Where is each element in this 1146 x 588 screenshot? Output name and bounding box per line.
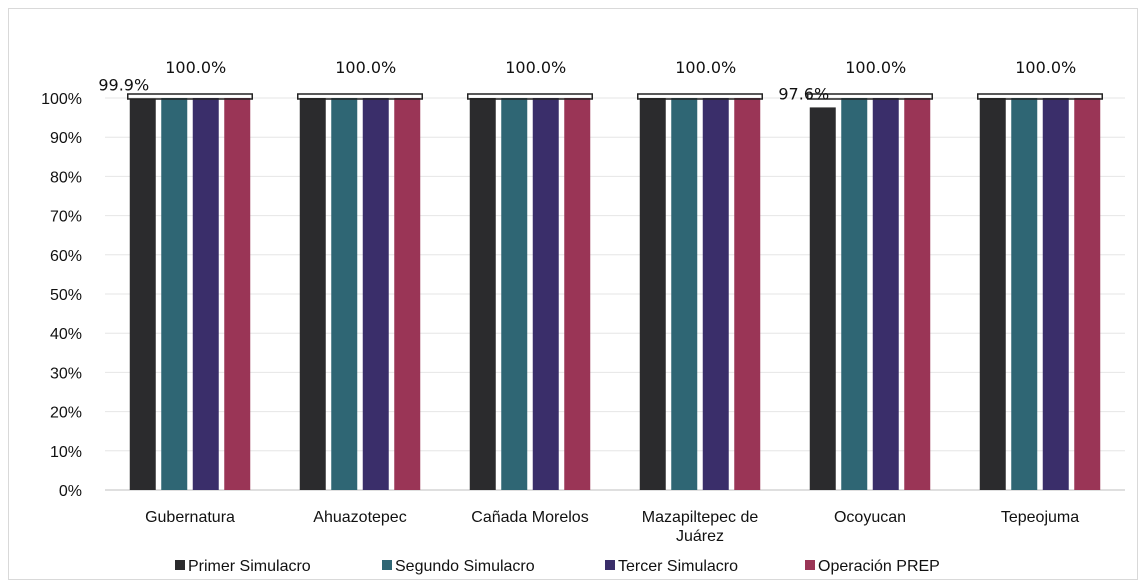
- group-top-bracket: [637, 93, 763, 100]
- data-label: 100.0%: [1015, 58, 1076, 77]
- x-tick-label-line: Juárez: [676, 528, 724, 545]
- bar: [1074, 98, 1101, 490]
- group-top-bracket: [297, 93, 423, 100]
- bar: [129, 98, 156, 490]
- data-label: 97.6%: [778, 84, 829, 103]
- bar: [809, 107, 836, 491]
- group-top-bracket: [977, 93, 1103, 100]
- bar: [532, 98, 559, 490]
- data-label: 100.0%: [165, 58, 226, 77]
- legend-label: Operación PREP: [818, 558, 940, 575]
- bar: [564, 98, 591, 490]
- data-label: 100.0%: [675, 58, 736, 77]
- x-tick-label-line: Mazapiltepec de: [642, 509, 759, 526]
- bar: [161, 98, 188, 490]
- bar: [331, 98, 358, 490]
- bar: [904, 98, 931, 490]
- group-top-bracket: [127, 93, 253, 100]
- bar: [1042, 98, 1069, 490]
- x-tick-label: Ahuazotepec: [313, 509, 406, 526]
- legend-label: Primer Simulacro: [188, 558, 311, 575]
- x-tick-label-line: Ahuazotepec: [313, 509, 406, 526]
- x-tick-label: Tepeojuma: [1001, 509, 1079, 526]
- legend-swatch: [382, 560, 392, 570]
- x-tick-label: Cañada Morelos: [471, 509, 588, 526]
- bar: [224, 98, 251, 490]
- bar: [1011, 98, 1038, 490]
- bar: [299, 98, 326, 490]
- group-top-bracket: [807, 93, 933, 100]
- bar: [362, 98, 389, 490]
- x-tick-label: Ocoyucan: [834, 509, 906, 526]
- x-tick-label-line: Tepeojuma: [1001, 509, 1079, 526]
- bar: [841, 98, 868, 490]
- data-label: 99.9%: [98, 75, 149, 94]
- y-tick-label: 0%: [59, 483, 82, 500]
- bar: [979, 98, 1006, 490]
- x-tick-label: Gubernatura: [145, 509, 235, 526]
- bar: [469, 98, 496, 490]
- bar: [639, 98, 666, 490]
- y-tick-label: 40%: [50, 326, 82, 343]
- bar: [192, 98, 219, 490]
- y-tick-label: 90%: [50, 130, 82, 147]
- x-tick-label-line: Ocoyucan: [834, 509, 906, 526]
- y-tick-label: 80%: [50, 169, 82, 186]
- bar: [872, 98, 899, 490]
- y-tick-label: 70%: [50, 209, 82, 226]
- y-tick-label: 30%: [50, 365, 82, 382]
- legend-label: Segundo Simulacro: [395, 558, 535, 575]
- y-tick-label: 100%: [41, 91, 82, 108]
- y-tick-label: 10%: [50, 444, 82, 461]
- group-top-bracket: [467, 93, 593, 100]
- bar: [394, 98, 421, 490]
- legend-label: Tercer Simulacro: [618, 558, 738, 575]
- bar: [501, 98, 528, 490]
- bar: [734, 98, 761, 490]
- bar: [702, 98, 729, 490]
- y-tick-label: 50%: [50, 287, 82, 304]
- legend-swatch: [605, 560, 615, 570]
- data-label: 100.0%: [505, 58, 566, 77]
- bar: [671, 98, 698, 490]
- x-tick-label-line: Gubernatura: [145, 509, 235, 526]
- y-tick-label: 60%: [50, 248, 82, 265]
- legend-swatch: [805, 560, 815, 570]
- legend-swatch: [175, 560, 185, 570]
- data-label: 100.0%: [335, 58, 396, 77]
- x-tick-label: Mazapiltepec de Juárez: [642, 509, 759, 545]
- data-label: 100.0%: [845, 58, 906, 77]
- y-tick-label: 20%: [50, 405, 82, 422]
- x-tick-label-line: Cañada Morelos: [471, 509, 588, 526]
